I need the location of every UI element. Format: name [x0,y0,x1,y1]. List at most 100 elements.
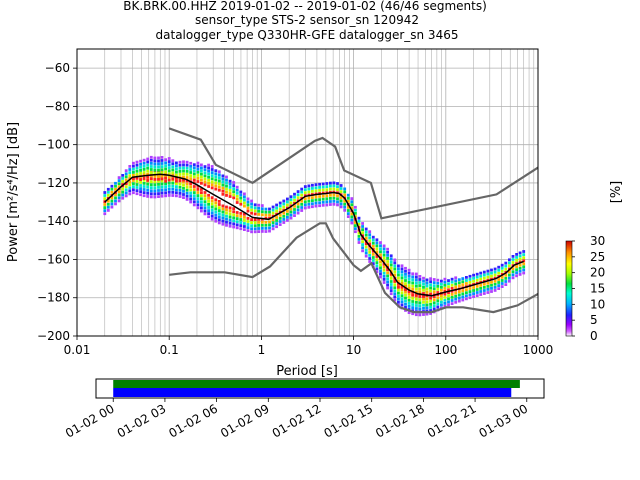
psd-cell [128,180,132,184]
psd-cell [235,214,239,217]
psd-cell [371,253,375,256]
psd-cell [135,189,139,192]
psd-cell [207,169,210,173]
psd-cell [192,175,196,179]
psd-cell [167,163,171,167]
psd-cell [311,190,314,193]
psd-cell [397,285,400,289]
psd-cell [318,201,321,205]
colorbar-tick-label: 25 [590,250,605,264]
y-axis-label: Power [m²/s⁴/Hz] [dB] [6,122,21,262]
psd-cell [300,187,304,191]
psd-cell [149,177,153,181]
psd-cell [432,304,436,308]
psd-cell [278,223,282,226]
psd-cell [103,206,107,209]
psd-cell [103,197,107,200]
psd-cell [354,212,357,215]
psd-cell [329,203,332,206]
psd-cell [497,271,501,275]
psd-cell [482,270,486,274]
psd-cell [422,282,425,286]
psd-cell [200,197,203,201]
psd-cell [160,174,164,178]
psd-cell [221,183,225,187]
x-tick-label: 1000 [523,343,554,357]
psd-cell [429,299,432,303]
psd-cell [214,204,218,208]
psd-cell [135,173,139,176]
psd-cell [239,202,243,206]
psd-cell [515,259,518,262]
psd-cell [114,196,117,200]
psd-cell [350,200,354,204]
psd-cell [175,176,178,180]
psd-cell [239,196,243,200]
psd-cell [124,178,128,182]
psd-cell [482,292,486,295]
psd-cell [443,280,447,284]
psd-cell [164,179,167,183]
psd-cell [465,276,468,279]
psd-cell [457,299,461,303]
psd-cell [393,292,397,296]
psd-cell [132,182,135,185]
psd-cell [278,220,282,223]
psd-cell [232,225,236,229]
psd-cell [243,192,246,196]
psd-cell [375,264,379,268]
psd-cell [343,202,347,206]
psd-cell [250,230,253,234]
psd-cell [339,187,343,190]
psd-cell [368,242,372,246]
psd-cell [379,250,382,254]
psd-cell [418,313,422,317]
psd-cell [422,307,425,310]
psd-cell [497,278,501,281]
psd-cell [178,189,182,192]
psd-cell [382,253,386,257]
psd-cell [397,282,400,286]
psd-cell [196,194,200,197]
psd-cell [149,158,153,162]
psd-cell [106,202,110,206]
psd-cell [175,173,178,177]
psd-cell [350,215,354,219]
psd-cell [411,293,415,297]
psd-cell [228,192,232,195]
psd-cell [275,216,278,219]
psd-cell [114,181,117,185]
psd-cell [432,284,436,288]
psd-cell [375,250,379,254]
x-tick-label: 1 [258,343,266,357]
x-tick-label: 0.1 [160,343,179,357]
psd-cell [246,200,250,204]
psd-cell [343,205,347,209]
psd-cell [364,233,368,237]
psd-cell [357,241,361,244]
psd-cell [393,270,397,274]
psd-cell [167,187,171,191]
psd-cell [522,265,526,269]
psd-cell [278,201,282,205]
psd-cell [522,262,526,266]
psd-cell [117,190,121,194]
psd-cell [425,300,429,304]
psd-cell [189,182,193,186]
psd-cell [160,171,164,175]
psd-cell [343,193,347,197]
psd-cell [404,288,407,292]
psd-cell [114,199,117,203]
psd-cell [282,205,286,209]
psd-cell [210,199,214,203]
timeline-tick-label: 01-02 12 [270,401,324,440]
psd-cell [200,203,203,207]
psd-cell [121,180,125,183]
psd-cell [200,194,203,197]
y-tick-label: −120 [37,176,70,190]
psd-cell [239,215,243,218]
psd-cell [260,213,264,217]
psd-cell [515,265,518,268]
psd-cell [447,282,450,286]
